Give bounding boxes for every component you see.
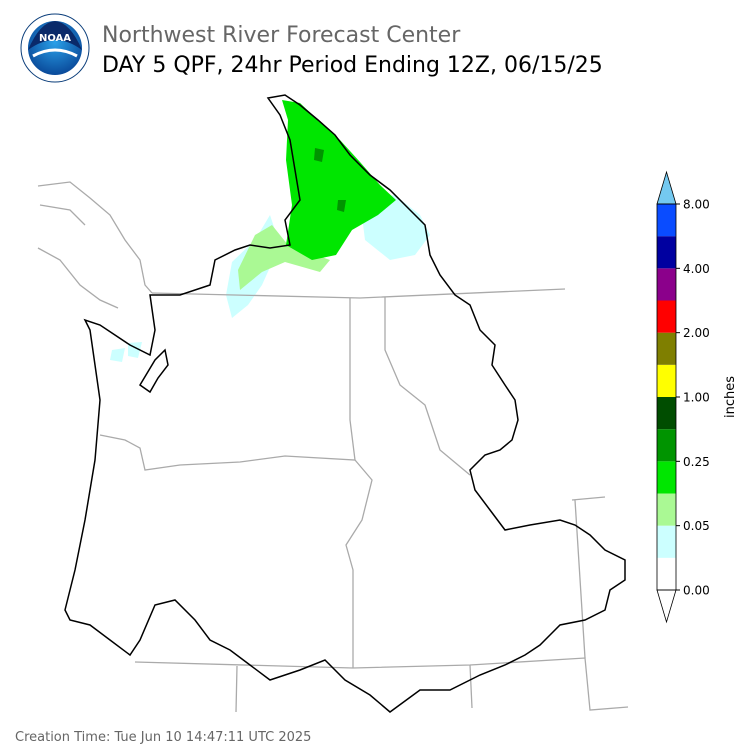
- colorbar-segment: [657, 332, 676, 365]
- colorbar-segment: [657, 525, 676, 558]
- boundaries: [37, 94, 629, 713]
- colorbar-segment: [657, 268, 676, 301]
- precip-areas: [110, 100, 430, 362]
- colorbar-segment: [657, 236, 676, 269]
- colorbar-tick-label: 2.00: [683, 326, 710, 340]
- colorbar-segment: [657, 397, 676, 430]
- colorbar-over: [656, 170, 677, 205]
- colorbar-segment: [657, 461, 676, 494]
- colorbar-tick-label: 4.00: [683, 262, 710, 276]
- colorbar-tick-label: 0.25: [683, 455, 710, 469]
- logo-text: NOAA: [39, 33, 71, 44]
- colorbar-tick-label: 0.05: [683, 519, 710, 533]
- colorbar-segment: [657, 204, 676, 237]
- colorbar-segment: [657, 364, 676, 397]
- colorbar-label: inches: [723, 376, 738, 418]
- colorbar-tick-label: 0.00: [683, 584, 710, 598]
- colorbar-segment: [657, 300, 676, 333]
- subtitle: DAY 5 QPF, 24hr Period Ending 12Z, 06/15…: [102, 53, 603, 78]
- colorbar-under: [656, 589, 677, 624]
- noaa-logo: NOAA: [20, 13, 90, 83]
- colorbar-tick-label: 1.00: [683, 391, 710, 405]
- colorbar-tick-label: 8.00: [683, 198, 710, 212]
- title: Northwest River Forecast Center: [102, 23, 461, 48]
- colorbar: 0.00 0.05 0.25 1.00 2.00 4.00 8.00: [656, 170, 710, 624]
- colorbar-segment: [657, 429, 676, 462]
- creation-time: Creation Time: Tue Jun 10 14:47:11 UTC 2…: [15, 730, 311, 745]
- colorbar-segment: [657, 493, 676, 526]
- colorbar-segment: [657, 557, 676, 590]
